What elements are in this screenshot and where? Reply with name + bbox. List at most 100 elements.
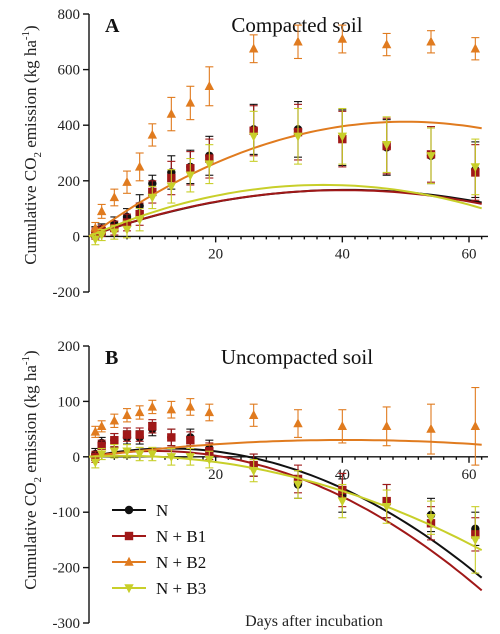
legend-item-n-b2: N + B2 — [112, 553, 206, 572]
data-point-n-b2 — [204, 407, 215, 417]
data-point-n-b2 — [337, 33, 348, 43]
data-point-n-b2 — [293, 36, 303, 46]
data-point-n-b3 — [337, 132, 348, 142]
data-point-n-b3 — [109, 228, 120, 238]
legend-marker — [124, 505, 134, 515]
data-point-n-b2 — [134, 161, 145, 171]
fit-curve-n-b2 — [88, 120, 482, 238]
data-point-n-b2 — [122, 410, 132, 419]
series-n-b1-b — [88, 419, 483, 592]
data-point-n-b2 — [470, 43, 481, 53]
x-tick-label-b: 20 — [208, 467, 223, 483]
data-point-n-b2 — [185, 97, 196, 107]
y-tick-label-b: -200 — [53, 561, 81, 577]
data-point-n-b3 — [185, 171, 196, 181]
series-n-b — [88, 421, 483, 579]
fit-curve-n-b3 — [88, 454, 483, 551]
data-point-n-b3 — [470, 536, 481, 546]
data-point-n-b1 — [97, 441, 106, 450]
y-tick-label-b: 100 — [58, 394, 81, 410]
data-point-n-b3 — [470, 163, 481, 173]
data-point-n-b3 — [204, 455, 215, 465]
series-n-b2-a — [88, 24, 482, 238]
data-point-n-b3 — [134, 216, 145, 225]
y-tick-label-b: 200 — [58, 339, 81, 355]
data-point-n-b2 — [147, 129, 158, 139]
y-axis-label-a: Cumulative CO2 emission (kg ha-1) — [20, 25, 44, 264]
data-point-n-b3 — [90, 458, 101, 468]
legend-marker — [124, 584, 134, 594]
data-point-n-b1 — [122, 430, 132, 439]
data-point-n-b3 — [381, 502, 392, 512]
panel-title-b: Uncompacted soil — [221, 345, 373, 369]
data-point-n-b3 — [109, 447, 120, 457]
data-point-n-b2 — [147, 401, 158, 411]
data-point-n-b3 — [96, 231, 107, 241]
fit-curve-n-b1 — [88, 189, 482, 238]
data-point-n-b2 — [185, 401, 196, 411]
data-point-n-b3 — [248, 132, 259, 142]
data-point-n-b1 — [167, 433, 176, 442]
panel-label-a: A — [105, 15, 120, 37]
data-point-n-b2 — [248, 410, 259, 419]
data-point-n-b3 — [122, 225, 132, 235]
legend-marker — [124, 531, 134, 541]
y-tick-label-b: 0 — [73, 450, 81, 466]
legend-label: N — [156, 501, 168, 520]
fit-curve-n — [88, 447, 483, 579]
x-axis-label: Days after incubation — [245, 613, 383, 630]
data-point-n-b2 — [248, 43, 259, 53]
data-point-n-b2 — [134, 407, 145, 417]
data-point-n-b3 — [166, 182, 177, 192]
data-point-n-b2 — [96, 206, 107, 216]
data-point-n-b1 — [110, 435, 119, 445]
x-tick-label-a: 20 — [208, 246, 223, 262]
fit-curve-n-b2 — [88, 439, 482, 458]
data-point-n-b3 — [381, 140, 392, 150]
x-tick-label-b: 60 — [462, 467, 477, 483]
data-point-n-b2 — [381, 421, 392, 431]
x-tick-label-a: 60 — [462, 246, 477, 262]
y-tick-label-a: -200 — [53, 285, 81, 301]
y-tick-label-b: -100 — [53, 505, 81, 521]
data-point-n-b3 — [90, 235, 101, 245]
y-axis-label-b: Cumulative CO2 emission (kg ha-1) — [20, 350, 44, 589]
data-point-n-b2 — [204, 81, 215, 90]
data-point-n-b3 — [426, 514, 436, 523]
data-point-n-b3 — [248, 466, 259, 476]
data-point-n-b3 — [122, 447, 132, 457]
data-point-n-b3 — [147, 450, 158, 460]
legend-label: N + B3 — [156, 579, 206, 598]
data-point-n-b2 — [426, 423, 436, 433]
series-n-b2-b — [88, 386, 482, 466]
data-point-n-b3 — [134, 450, 145, 460]
data-point-n-b2 — [166, 404, 177, 414]
fit-curve-n-b3 — [88, 183, 482, 238]
y-tick-label-a: 600 — [58, 63, 81, 79]
legend-item-n-b1: N + B1 — [112, 527, 206, 546]
data-point-n-b3 — [293, 132, 303, 142]
y-tick-label-a: 800 — [58, 7, 81, 23]
data-point-n-b2 — [381, 39, 392, 49]
legend-item-n-b3: N + B3 — [112, 579, 206, 598]
data-point-n-b2 — [109, 415, 120, 425]
data-point-n-b3 — [147, 193, 158, 203]
data-point-n-b3 — [337, 497, 348, 507]
data-point-n-b2 — [122, 176, 132, 186]
legend-item-n: N — [112, 501, 168, 520]
legend-label: N + B2 — [156, 553, 206, 572]
legend: N N + B1 N + B2 N + B3 — [112, 501, 206, 598]
x-tick-label-a: 40 — [335, 246, 350, 262]
data-point-n-b2 — [90, 426, 101, 436]
panel-label-b: B — [105, 347, 118, 369]
data-point-n-b3 — [426, 152, 436, 161]
data-point-n-b2 — [166, 108, 177, 118]
data-point-n-b3 — [293, 480, 303, 490]
data-point-n-b3 — [204, 160, 215, 170]
series-n-b1-a — [88, 103, 482, 240]
y-tick-label-a: 200 — [58, 174, 81, 190]
y-tick-label-a: 0 — [73, 229, 81, 245]
